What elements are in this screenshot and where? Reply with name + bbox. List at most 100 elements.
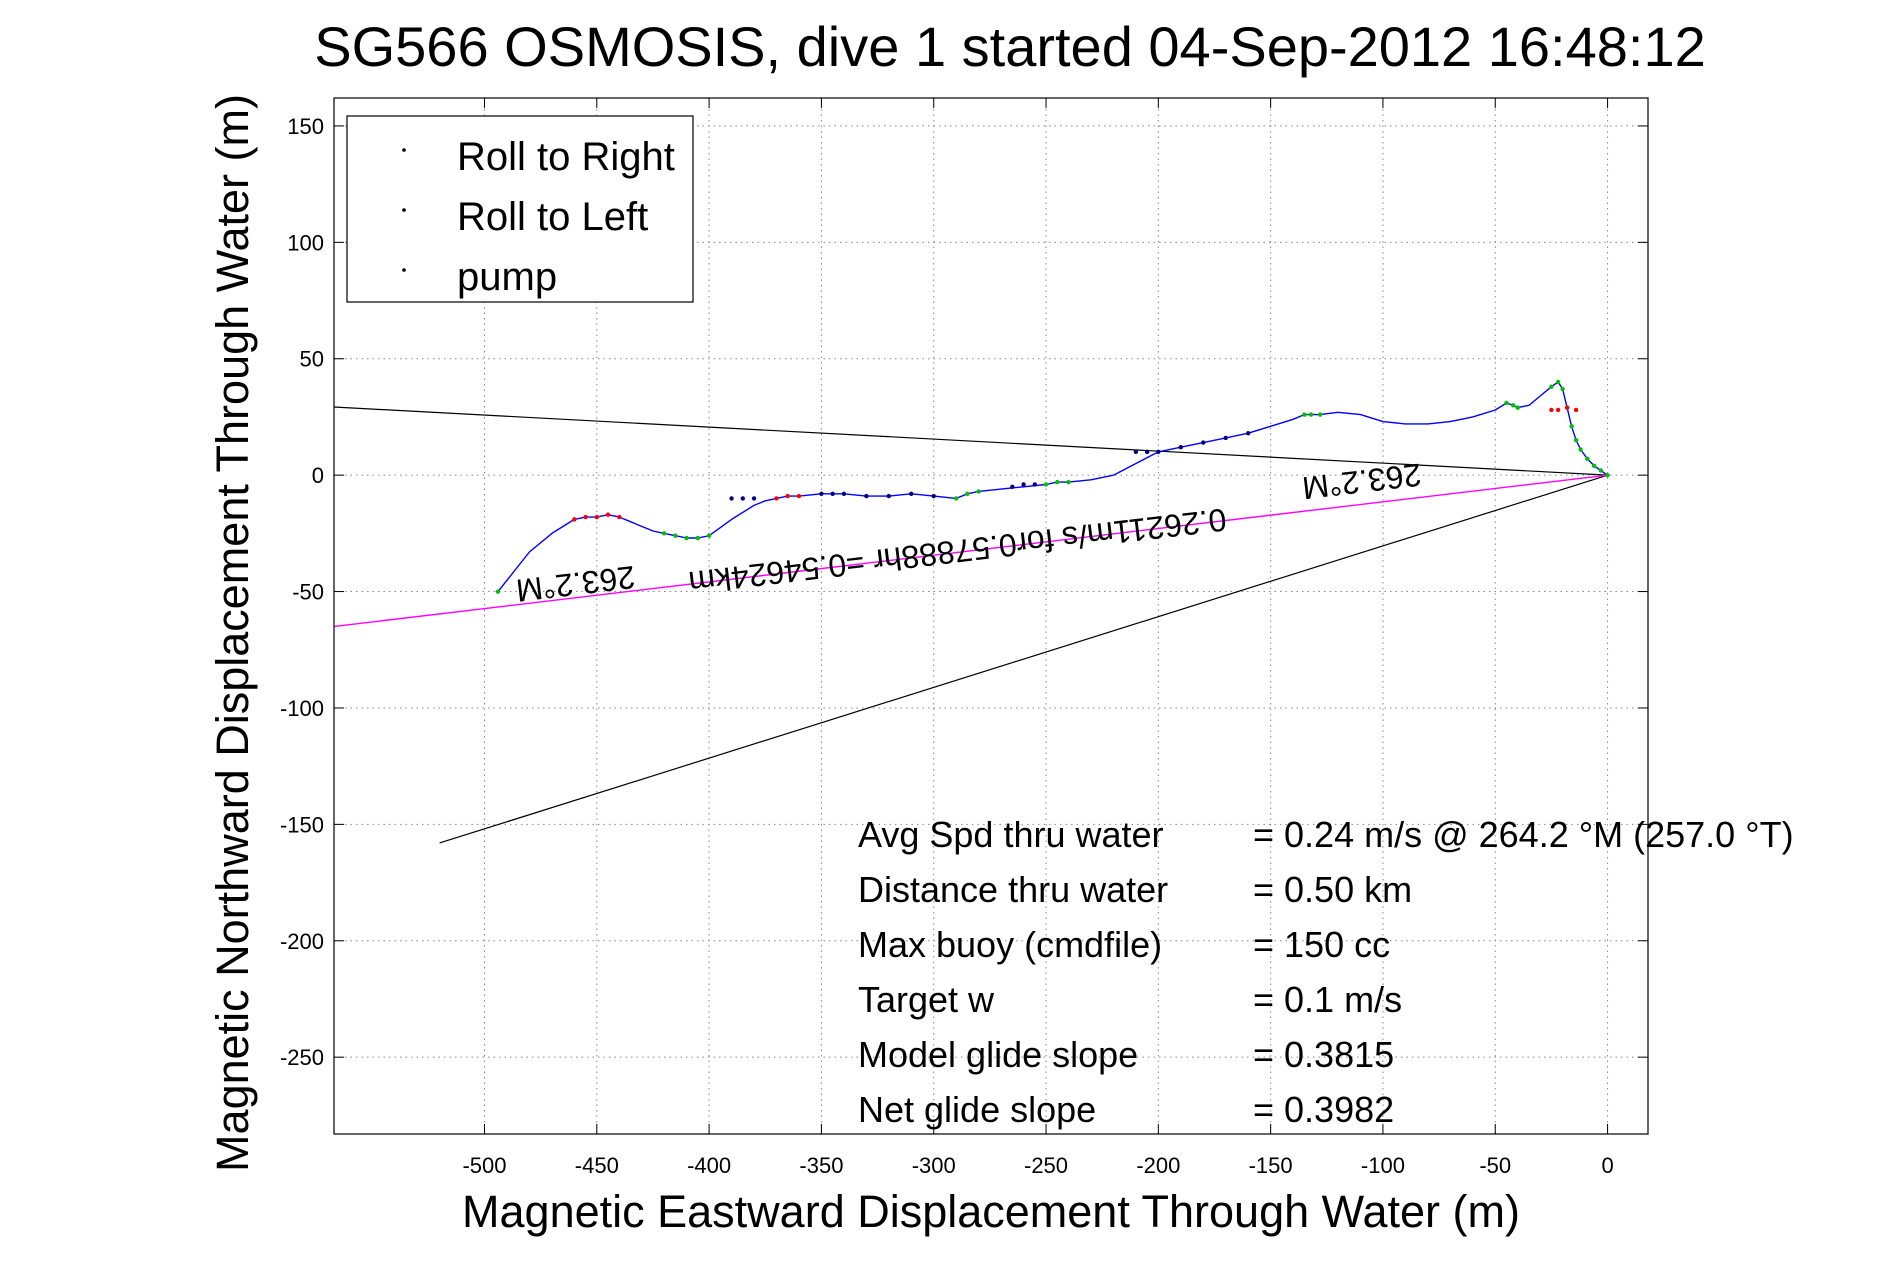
x-tick-label: -150 — [1249, 1153, 1293, 1178]
pump-marker — [1144, 449, 1150, 455]
pump-marker — [886, 493, 891, 499]
roll-right-marker — [976, 489, 981, 494]
y-tick-label: -100 — [280, 696, 324, 721]
stat-label: Net glide slope — [858, 1089, 1096, 1130]
roll-right-marker — [1585, 456, 1590, 462]
y-axis-label: Magnetic Northward Displacement Through … — [207, 94, 258, 1172]
stat-label: Avg Spd thru water — [858, 814, 1164, 855]
roll-right-marker — [953, 496, 959, 501]
stat-value: = 150 cc — [1253, 924, 1390, 965]
roll-right-marker — [695, 535, 701, 541]
pump-marker — [1223, 435, 1228, 441]
x-tick-label: -450 — [575, 1153, 619, 1178]
pump-marker — [1032, 482, 1038, 487]
y-tick-label: -50 — [292, 580, 324, 605]
stat-value: = 0.3982 — [1253, 1089, 1394, 1130]
roll-right-marker — [1504, 400, 1509, 406]
y-tick-label: 50 — [300, 347, 324, 372]
legend-marker-roll-right — [402, 148, 406, 152]
roll-left-marker — [796, 493, 802, 499]
x-tick-label: -300 — [912, 1153, 956, 1178]
x-tick-label: -350 — [799, 1153, 843, 1178]
roll-right-marker — [965, 491, 970, 496]
marker-series — [495, 379, 1610, 594]
reference-lines — [334, 406, 1608, 844]
roll-left-marker — [572, 517, 577, 522]
roll-right-marker — [1055, 479, 1060, 485]
pump-marker — [751, 496, 757, 501]
pump-marker — [1133, 449, 1139, 455]
pump-marker — [1245, 431, 1251, 436]
roll-right-marker — [1317, 412, 1323, 417]
x-tick-label: 0 — [1601, 1153, 1613, 1178]
roll-left-marker — [774, 496, 779, 501]
y-tick-label: 100 — [287, 230, 324, 255]
roll-right-marker — [1511, 403, 1516, 408]
pump-marker — [1021, 482, 1026, 487]
pump-marker — [909, 491, 914, 496]
roll-left-marker — [1549, 407, 1554, 413]
x-tick-label: -200 — [1136, 1153, 1180, 1178]
roll-right-marker — [706, 533, 712, 538]
dive-stats-block: Avg Spd thru water = 0.24 m/s @ 264.2 °M … — [858, 814, 1794, 1130]
stat-value: = 0.24 m/s @ 264.2 °M (257.0 °T) — [1253, 814, 1794, 855]
roll-left-marker — [617, 514, 622, 520]
roll-right-marker — [1578, 447, 1583, 452]
chart-title: SG566 OSMOSIS, dive 1 started 04-Sep-201… — [314, 15, 1706, 78]
legend-label-roll-left: Roll to Left — [457, 195, 648, 239]
stat-value: = 0.1 m/s — [1253, 979, 1402, 1020]
pump-marker — [729, 496, 734, 501]
pump-marker — [819, 491, 824, 496]
roll-right-marker — [1549, 384, 1554, 389]
legend-label-pump: pump — [457, 255, 557, 299]
roll-left-marker — [1564, 405, 1570, 410]
heading-line — [334, 406, 1608, 476]
current-vector-line — [334, 474, 1608, 628]
roll-right-marker — [495, 589, 501, 594]
pump-marker — [740, 496, 745, 501]
x-tick-label: -250 — [1024, 1153, 1068, 1178]
x-tick-label: -500 — [462, 1153, 506, 1178]
roll-right-marker — [1302, 412, 1307, 417]
x-tick-label: -50 — [1479, 1153, 1511, 1178]
roll-right-marker — [1569, 424, 1574, 429]
roll-right-marker — [673, 533, 678, 538]
roll-right-marker — [684, 535, 689, 541]
roll-right-marker — [1560, 386, 1565, 392]
legend: Roll to Right Roll to Left pump — [346, 115, 694, 303]
stat-value: = 0.50 km — [1253, 869, 1412, 910]
stat-label: Target w — [858, 979, 995, 1020]
pump-marker — [864, 493, 869, 499]
pump-marker — [1201, 440, 1206, 445]
x-axis-label: Magnetic Eastward Displacement Through W… — [462, 1186, 1520, 1237]
legend-marker-roll-left — [402, 208, 406, 212]
legend-marker-pump — [402, 268, 406, 272]
pump-marker — [1010, 484, 1015, 489]
pump-marker — [931, 493, 936, 499]
roll-left-marker — [785, 493, 790, 499]
roll-left-marker — [583, 514, 588, 520]
x-tick-label: -100 — [1361, 1153, 1405, 1178]
y-tick-label: 0 — [312, 463, 324, 488]
roll-right-marker — [1555, 379, 1561, 385]
roll-right-marker — [1573, 438, 1579, 443]
pump-marker — [1156, 449, 1161, 455]
roll-right-marker — [1043, 482, 1049, 487]
roll-right-marker — [1066, 479, 1071, 485]
roll-right-marker — [1591, 463, 1597, 469]
pump-marker — [830, 491, 835, 496]
pump-marker — [1178, 445, 1184, 450]
y-tick-label: 150 — [287, 114, 324, 139]
roll-left-marker — [594, 514, 599, 520]
roll-right-marker — [1308, 412, 1314, 417]
legend-label-roll-right: Roll to Right — [457, 135, 675, 179]
roll-right-marker — [1598, 468, 1604, 473]
roll-left-marker — [605, 512, 611, 517]
roll-right-marker — [1515, 405, 1520, 410]
axes-frame — [333, 97, 1649, 1135]
y-tick-label: -250 — [280, 1045, 324, 1070]
stat-label: Max buoy (cmdfile) — [858, 924, 1162, 965]
stat-label: Model glide slope — [858, 1034, 1138, 1075]
stat-label: Distance thru water — [858, 869, 1168, 910]
